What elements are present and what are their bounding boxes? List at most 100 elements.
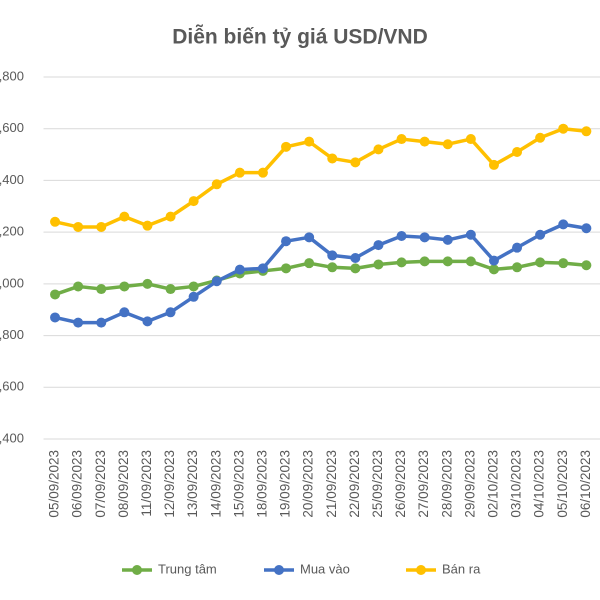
point xyxy=(50,216,61,227)
point xyxy=(96,284,107,295)
x-tick-label: 29/09/2023 xyxy=(462,450,477,518)
y-tick-label: 24,800 xyxy=(0,68,24,83)
point xyxy=(281,263,292,274)
point xyxy=(304,136,315,147)
point xyxy=(373,144,384,155)
point xyxy=(165,211,176,222)
point xyxy=(119,281,130,292)
point xyxy=(581,223,592,234)
point xyxy=(211,179,222,190)
point xyxy=(188,196,199,207)
point xyxy=(465,256,476,267)
point xyxy=(73,221,84,232)
x-tick-label: 14/09/2023 xyxy=(208,450,223,518)
point xyxy=(281,141,292,152)
legend-marker xyxy=(416,565,426,575)
point xyxy=(188,281,199,292)
point xyxy=(96,221,107,232)
y-tick-label: 23,400 xyxy=(0,430,24,445)
point xyxy=(327,262,338,273)
point xyxy=(73,281,84,292)
point xyxy=(373,259,384,270)
y-tick-label: 24,600 xyxy=(0,120,24,135)
point xyxy=(465,229,476,240)
point xyxy=(558,219,569,230)
y-tick-label: 24,400 xyxy=(0,172,24,187)
y-tick-label: 24,200 xyxy=(0,224,24,239)
y-tick-label: 23,600 xyxy=(0,379,24,394)
point xyxy=(327,153,338,164)
point xyxy=(581,126,592,137)
point xyxy=(165,307,176,318)
y-tick-label: 24,000 xyxy=(0,275,24,290)
series-line xyxy=(54,126,587,229)
point xyxy=(304,232,315,243)
point xyxy=(73,317,84,328)
point xyxy=(257,263,268,274)
legend-marker xyxy=(132,565,142,575)
x-tick-label: 15/09/2023 xyxy=(231,450,246,518)
point xyxy=(119,211,130,222)
point xyxy=(188,291,199,302)
point xyxy=(142,278,153,289)
point xyxy=(488,264,499,275)
point xyxy=(50,312,61,323)
point xyxy=(465,134,476,145)
point xyxy=(234,264,245,275)
x-tick-label: 20/09/2023 xyxy=(301,450,316,518)
point xyxy=(211,276,222,287)
series-line xyxy=(54,222,587,325)
legend-label: Bán ra xyxy=(442,561,481,576)
point xyxy=(350,157,361,168)
point xyxy=(535,257,546,268)
point xyxy=(512,146,523,157)
x-tick-label: 13/09/2023 xyxy=(185,450,200,518)
x-tick-label: 21/09/2023 xyxy=(324,450,339,518)
x-tick-label: 05/09/2023 xyxy=(47,450,62,518)
point xyxy=(442,139,453,150)
point xyxy=(419,232,430,243)
point xyxy=(304,258,315,269)
point xyxy=(142,220,153,231)
x-tick-label: 06/10/2023 xyxy=(578,450,593,518)
chart-title: Diễn biến tỷ giá USD/VND xyxy=(172,25,428,49)
x-tick-label: 18/09/2023 xyxy=(255,450,270,518)
point xyxy=(373,240,384,251)
point xyxy=(512,262,523,273)
series-line xyxy=(54,259,587,297)
point xyxy=(257,167,268,178)
legend-label: Trung tâm xyxy=(158,561,217,576)
x-tick-label: 06/09/2023 xyxy=(70,450,85,518)
point xyxy=(442,234,453,245)
x-tick-label: 27/09/2023 xyxy=(416,450,431,518)
point xyxy=(558,123,569,134)
point xyxy=(419,136,430,147)
point xyxy=(281,236,292,247)
point xyxy=(96,317,107,328)
point xyxy=(581,260,592,271)
point xyxy=(442,256,453,267)
x-tick-label: 03/10/2023 xyxy=(509,450,524,518)
point xyxy=(419,256,430,267)
point xyxy=(165,284,176,295)
x-tick-label: 12/09/2023 xyxy=(162,450,177,518)
point xyxy=(535,229,546,240)
x-tick-label: 04/10/2023 xyxy=(532,450,547,518)
x-tick-label: 07/09/2023 xyxy=(93,450,108,518)
point xyxy=(119,307,130,318)
x-tick-label: 05/10/2023 xyxy=(555,450,570,518)
x-tick-label: 19/09/2023 xyxy=(278,450,293,518)
x-tick-label: 11/09/2023 xyxy=(139,450,154,517)
legend-label: Mua vào xyxy=(300,561,350,576)
point xyxy=(327,250,338,261)
point xyxy=(234,167,245,178)
point xyxy=(488,255,499,266)
point xyxy=(512,242,523,253)
point xyxy=(50,289,61,300)
x-tick-label: 28/09/2023 xyxy=(439,450,454,518)
x-tick-label: 02/10/2023 xyxy=(486,450,501,518)
point xyxy=(396,257,407,268)
point xyxy=(558,258,569,269)
point xyxy=(535,132,546,143)
